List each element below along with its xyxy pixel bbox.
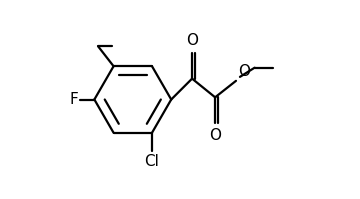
Text: F: F <box>70 92 78 107</box>
Text: O: O <box>209 128 221 143</box>
Text: O: O <box>186 33 198 48</box>
Text: O: O <box>239 64 251 79</box>
Text: Cl: Cl <box>145 154 159 169</box>
